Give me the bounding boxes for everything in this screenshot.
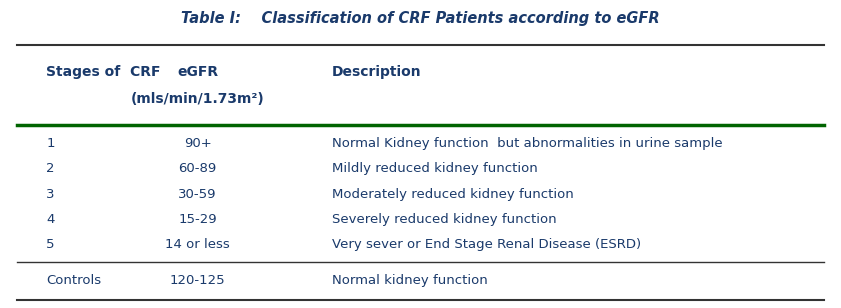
Text: 60-89: 60-89 [178, 162, 217, 175]
Text: Normal Kidney function  but abnormalities in urine sample: Normal Kidney function but abnormalities… [332, 137, 722, 150]
Text: 4: 4 [46, 213, 55, 226]
Text: Normal kidney function: Normal kidney function [332, 274, 488, 287]
Text: 120-125: 120-125 [170, 274, 225, 287]
Text: Description: Description [332, 65, 422, 79]
Text: (mls/min/1.73m²): (mls/min/1.73m²) [130, 92, 265, 106]
Text: 30-59: 30-59 [178, 188, 217, 201]
Text: 3: 3 [46, 188, 55, 201]
Text: 1: 1 [46, 137, 55, 150]
Text: 5: 5 [46, 238, 55, 251]
Text: Table I:    Classification of CRF Patients according to eGFR: Table I: Classification of CRF Patients … [181, 11, 660, 26]
Text: Controls: Controls [46, 274, 102, 287]
Text: Severely reduced kidney function: Severely reduced kidney function [332, 213, 557, 226]
Text: 90+: 90+ [184, 137, 211, 150]
Text: Very sever or End Stage Renal Disease (ESRD): Very sever or End Stage Renal Disease (E… [332, 238, 642, 251]
Text: 14 or less: 14 or less [166, 238, 230, 251]
Text: Mildly reduced kidney function: Mildly reduced kidney function [332, 162, 538, 175]
Text: 2: 2 [46, 162, 55, 175]
Text: 15-29: 15-29 [178, 213, 217, 226]
Text: Stages of  CRF: Stages of CRF [46, 65, 161, 79]
Text: Moderately reduced kidney function: Moderately reduced kidney function [332, 188, 574, 201]
Text: eGFR: eGFR [177, 65, 218, 79]
